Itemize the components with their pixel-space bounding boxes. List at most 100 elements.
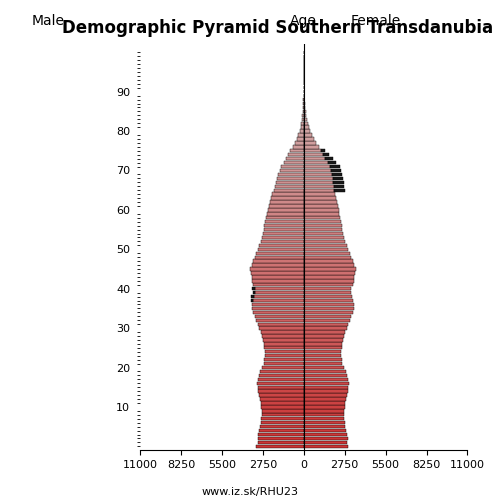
Bar (276, 184, 303, 188)
Bar (304, 429, 346, 432)
Bar (288, 153, 304, 156)
Bar (300, 130, 304, 133)
Bar (258, 248, 304, 251)
Bar (258, 322, 304, 326)
Bar (304, 378, 348, 381)
Bar (304, 275, 354, 278)
Bar (304, 110, 306, 113)
Bar (304, 188, 334, 192)
Bar (333, 180, 344, 184)
Bar (304, 406, 344, 408)
Bar (253, 260, 304, 263)
Bar (304, 126, 309, 129)
Bar (260, 398, 304, 400)
Bar (303, 110, 304, 113)
Bar (304, 291, 350, 294)
Text: Male: Male (32, 14, 65, 28)
Bar (304, 287, 352, 290)
Bar (252, 275, 304, 278)
Bar (252, 264, 304, 266)
Bar (265, 350, 304, 354)
Bar (304, 342, 343, 345)
Bar (304, 208, 338, 212)
Bar (269, 204, 304, 208)
Bar (251, 272, 304, 274)
Bar (304, 228, 343, 232)
Bar (264, 358, 304, 362)
Bar (264, 346, 304, 350)
Bar (304, 248, 348, 251)
Bar (265, 220, 304, 224)
Bar (304, 362, 343, 366)
Bar (253, 299, 304, 302)
Bar (304, 283, 353, 286)
Bar (304, 184, 334, 188)
Bar (260, 421, 304, 424)
Bar (263, 338, 304, 342)
Bar (258, 390, 304, 393)
Bar (282, 165, 304, 168)
Bar (304, 240, 346, 243)
Bar (258, 440, 304, 444)
Bar (259, 374, 304, 377)
Bar (262, 409, 304, 412)
Bar (304, 310, 353, 314)
Bar (254, 256, 304, 259)
Bar (304, 196, 336, 200)
Bar (290, 149, 304, 152)
Bar (286, 157, 304, 160)
Bar (304, 390, 348, 393)
Bar (304, 440, 347, 444)
Bar (257, 382, 304, 385)
Bar (304, 106, 305, 109)
Bar (280, 169, 303, 172)
Bar (278, 173, 303, 176)
Bar (304, 130, 310, 133)
Bar (262, 334, 304, 338)
Bar (304, 169, 330, 172)
Bar (330, 169, 341, 172)
Bar (304, 212, 340, 216)
Bar (304, 413, 344, 416)
Bar (304, 370, 346, 373)
Bar (270, 200, 304, 203)
Bar (304, 279, 354, 282)
Bar (304, 425, 346, 428)
Bar (260, 240, 304, 243)
Bar (304, 299, 353, 302)
Bar (304, 330, 344, 334)
Bar (254, 314, 304, 318)
Bar (256, 252, 304, 255)
Bar (284, 161, 304, 164)
Bar (304, 382, 349, 385)
Bar (304, 366, 344, 369)
Bar (253, 310, 304, 314)
Text: www.iz.sk/RHU23: www.iz.sk/RHU23 (202, 487, 298, 497)
Bar (298, 134, 304, 136)
Bar (304, 264, 354, 266)
Bar (302, 118, 304, 121)
Bar (304, 122, 308, 125)
Bar (276, 180, 303, 184)
Bar (304, 256, 352, 259)
Bar (304, 252, 350, 255)
Title: Demographic Pyramid Southern Transdanubia 2023: Demographic Pyramid Southern Transdanubi… (62, 20, 500, 38)
Bar (304, 232, 343, 235)
Bar (262, 406, 304, 408)
Text: Age: Age (290, 14, 317, 28)
Bar (253, 283, 304, 286)
Bar (304, 161, 328, 164)
Bar (271, 196, 304, 200)
Bar (251, 295, 254, 298)
Bar (259, 394, 304, 397)
Bar (252, 306, 304, 310)
Bar (264, 224, 304, 228)
Bar (323, 153, 329, 156)
Bar (258, 437, 304, 440)
Bar (304, 295, 352, 298)
Bar (304, 176, 333, 180)
Bar (304, 374, 347, 377)
Bar (304, 314, 352, 318)
Bar (302, 122, 304, 125)
Bar (332, 173, 342, 176)
